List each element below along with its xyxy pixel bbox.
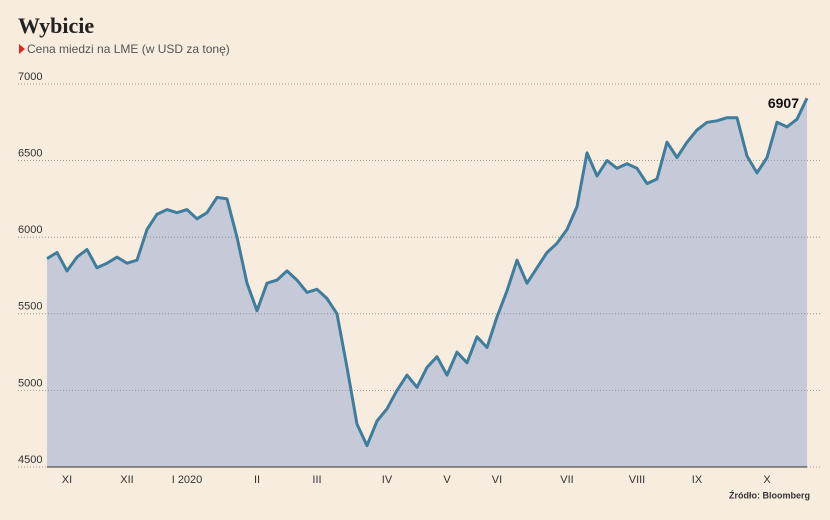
- value-label: 6907: [768, 95, 799, 111]
- x-tick-label: XI: [62, 474, 72, 486]
- line: [46, 97, 809, 448]
- chart-title: Wybicie: [18, 13, 94, 38]
- x-tick-label: III: [312, 474, 321, 486]
- x-tick-label: X: [763, 474, 771, 486]
- y-tick-label: 6500: [18, 148, 42, 160]
- y-tick-label: 5500: [18, 301, 42, 313]
- x-tick-label: XII: [120, 474, 133, 486]
- y-tick-label: 7000: [18, 71, 42, 83]
- y-tick-label: 6000: [18, 224, 42, 236]
- source: Źródło: Bloomberg: [729, 490, 810, 500]
- y-tick-label: 4500: [18, 454, 42, 466]
- x-tick-label: VII: [560, 474, 573, 486]
- subtitle-marker: [19, 44, 25, 54]
- x-tick-label: VI: [492, 474, 502, 486]
- x-tick-label: IX: [692, 474, 703, 486]
- x-tick-label: V: [443, 474, 451, 486]
- x-tick-label: IV: [382, 474, 393, 486]
- y-tick-label: 5000: [18, 377, 42, 389]
- x-tick-label: II: [254, 474, 260, 486]
- area: [47, 98, 807, 467]
- x-tick-label: VIII: [629, 474, 646, 486]
- chart-subtitle: Cena miedzi na LME (w USD za tonę): [27, 42, 230, 56]
- x-tick-label: I 2020: [172, 474, 203, 486]
